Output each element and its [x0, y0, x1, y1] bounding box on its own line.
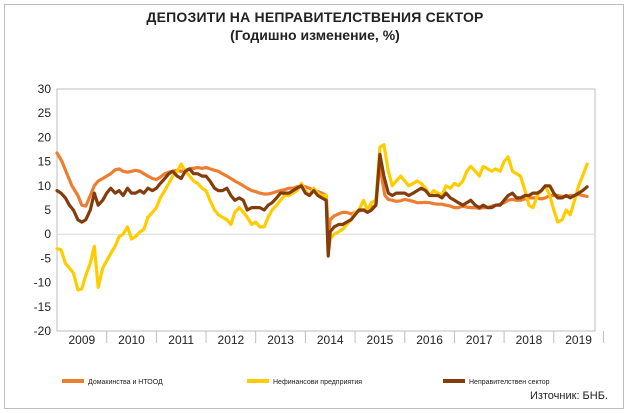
chart-frame: [4, 4, 624, 409]
y-tick-label: 20: [38, 130, 52, 144]
y-tick-label: 10: [38, 179, 52, 193]
y-tick-label: -20: [34, 324, 52, 338]
x-tick-label: 2009: [68, 333, 95, 347]
y-tick-label: -15: [34, 300, 52, 314]
chart-title: ДЕПОЗИТИ НА НЕПРАВИТЕЛСТВЕНИЯ СЕКТОР: [146, 9, 484, 25]
x-tick-label: 2014: [317, 333, 344, 347]
y-tick-label: -5: [40, 251, 51, 265]
chart-subtitle: (Годишно изменение, %): [230, 27, 400, 43]
y-tick-label: 30: [38, 82, 52, 96]
source-note: Източник: БНБ.: [529, 390, 608, 402]
series-line-3: [55, 152, 589, 258]
y-tick-label: 5: [44, 203, 51, 217]
y-tick-label: 0: [44, 227, 51, 241]
x-tick-label: 2012: [218, 333, 245, 347]
y-tick-label: 25: [38, 106, 52, 120]
series-line-2: [55, 143, 589, 292]
legend-label-3: Неправителствен сектор: [469, 379, 550, 386]
legend-label-2: Нефинансови предприятия: [273, 379, 362, 386]
y-tick-label: -10: [34, 276, 52, 290]
legend-label-1: Домакинства и НТООД: [88, 379, 163, 386]
x-tick-label: 2010: [118, 333, 145, 347]
x-tick-label: 2011: [168, 333, 194, 347]
x-tick-label: 2013: [267, 333, 294, 347]
x-tick-label: 2015: [367, 333, 394, 347]
y-tick-label: 15: [38, 155, 52, 169]
x-tick-label: 2017: [466, 333, 493, 347]
x-tick-label: 2019: [565, 333, 592, 347]
x-tick-label: 2016: [416, 333, 443, 347]
x-tick-label: 2018: [516, 333, 543, 347]
plot-area: [56, 88, 596, 332]
